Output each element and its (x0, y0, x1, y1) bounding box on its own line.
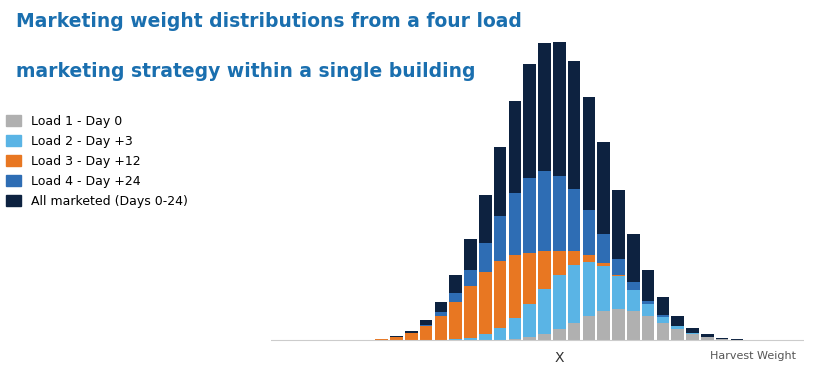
Bar (523, 305, 536, 337)
Bar (464, 270, 476, 286)
Text: Harvest Weight: Harvest Weight (709, 351, 795, 361)
Bar (671, 329, 683, 340)
Bar (523, 64, 536, 178)
Bar (656, 297, 668, 315)
Bar (434, 312, 446, 316)
Bar (508, 318, 521, 339)
Bar (627, 233, 639, 282)
Bar (597, 311, 609, 340)
Bar (537, 289, 550, 334)
Bar (478, 194, 491, 243)
Bar (552, 251, 565, 275)
Bar (582, 96, 595, 210)
Bar (552, 175, 565, 251)
Bar (523, 337, 536, 340)
Text: Marketing weight distributions from a four load: Marketing weight distributions from a fo… (16, 12, 522, 31)
Bar (567, 61, 580, 189)
Bar (700, 334, 713, 336)
Bar (612, 259, 624, 275)
Bar (715, 339, 727, 340)
Bar (612, 275, 624, 277)
Bar (390, 337, 402, 340)
Bar (419, 320, 432, 325)
Bar (656, 322, 668, 340)
Bar (612, 309, 624, 340)
Text: marketing strategy within a single building: marketing strategy within a single build… (16, 62, 475, 81)
Bar (478, 334, 491, 340)
Bar (552, 275, 565, 329)
Bar (567, 251, 580, 265)
Bar (627, 311, 639, 340)
Bar (597, 263, 609, 266)
Bar (523, 178, 536, 253)
Bar (434, 302, 446, 312)
Bar (567, 189, 580, 251)
Bar (419, 326, 432, 340)
Bar (671, 316, 683, 326)
Bar (552, 42, 565, 175)
Bar (508, 101, 521, 193)
Bar (478, 243, 491, 272)
Bar (582, 262, 595, 316)
Bar (419, 325, 432, 326)
Text: X: X (554, 351, 563, 365)
Bar (523, 253, 536, 305)
Bar (627, 282, 639, 290)
Bar (597, 142, 609, 234)
Bar (493, 328, 506, 340)
Bar (508, 255, 521, 318)
Bar (627, 290, 639, 311)
Bar (671, 326, 683, 329)
Bar (478, 272, 491, 334)
Bar (493, 147, 506, 216)
Bar (449, 339, 461, 340)
Bar (449, 301, 461, 339)
Bar (656, 317, 668, 322)
Bar (582, 316, 595, 340)
Bar (641, 301, 654, 304)
Bar (641, 304, 654, 316)
Bar (567, 322, 580, 340)
Bar (464, 239, 476, 270)
Bar (641, 270, 654, 301)
Bar (434, 316, 446, 340)
Bar (656, 315, 668, 317)
Bar (567, 265, 580, 322)
Bar (537, 43, 550, 172)
Bar (597, 234, 609, 263)
Legend: Load 1 - Day 0, Load 2 - Day +3, Load 3 - Day +12, Load 4 - Day +24, All markete: Load 1 - Day 0, Load 2 - Day +3, Load 3 … (7, 115, 188, 208)
Bar (537, 172, 550, 251)
Bar (537, 251, 550, 289)
Bar (612, 277, 624, 309)
Bar (493, 261, 506, 328)
Bar (686, 333, 698, 334)
Bar (686, 328, 698, 333)
Bar (612, 189, 624, 259)
Bar (464, 286, 476, 338)
Bar (464, 338, 476, 340)
Bar (641, 316, 654, 340)
Bar (686, 334, 698, 340)
Bar (597, 266, 609, 311)
Bar (449, 293, 461, 301)
Bar (700, 337, 713, 340)
Bar (390, 336, 402, 337)
Bar (582, 255, 595, 262)
Bar (552, 329, 565, 340)
Bar (405, 333, 417, 340)
Bar (537, 334, 550, 340)
Bar (449, 275, 461, 293)
Bar (508, 339, 521, 340)
Bar (375, 339, 387, 340)
Bar (405, 331, 417, 333)
Bar (582, 210, 595, 255)
Bar (508, 193, 521, 255)
Bar (493, 216, 506, 261)
